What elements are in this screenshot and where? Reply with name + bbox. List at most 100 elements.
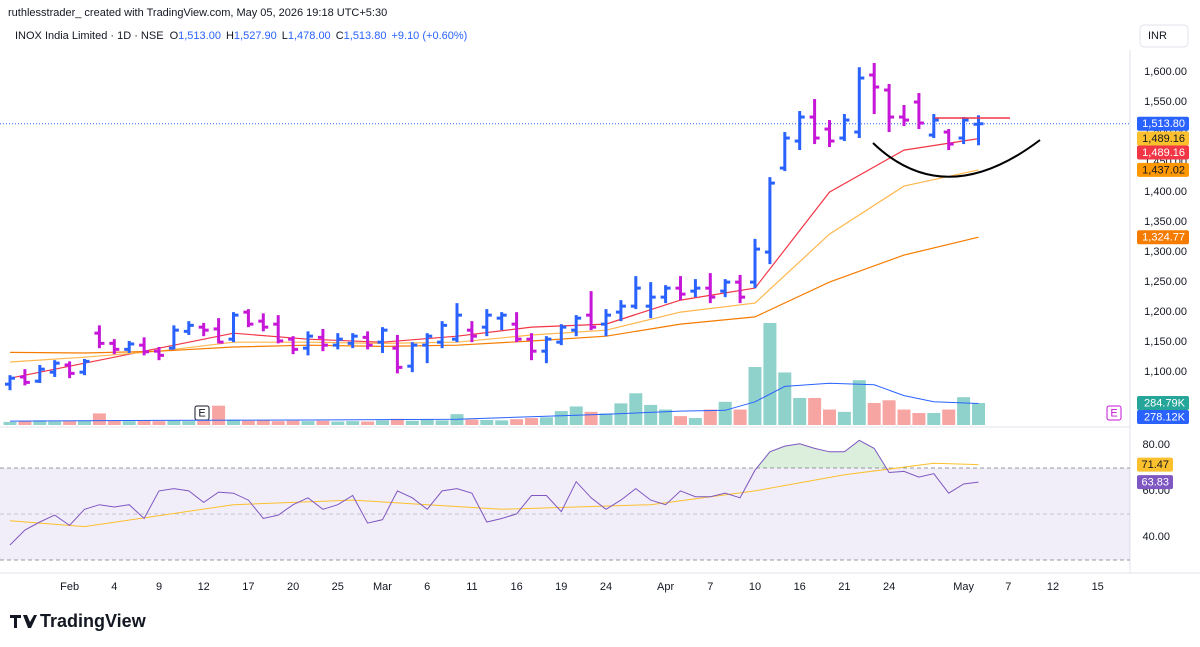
x-tick-label: 16	[510, 581, 522, 593]
moving-average	[9, 236, 979, 354]
x-tick-label: Apr	[657, 581, 674, 593]
volume-bar	[599, 413, 613, 425]
volume-bar	[435, 420, 449, 425]
volume-bar	[152, 421, 166, 425]
volume-bar	[942, 409, 956, 425]
x-tick-label: May	[953, 581, 974, 593]
axis-tag	[1137, 162, 1189, 177]
rsi-tick-label: 40.00	[1142, 531, 1170, 543]
rsi-ma-line	[9, 462, 979, 528]
volume-bar	[331, 421, 345, 425]
x-tick-label: 12	[1047, 581, 1059, 593]
currency[interactable]: INR	[1148, 30, 1167, 42]
x-tick-label: 10	[749, 581, 761, 593]
axis-tag-label: 1,324.77	[1142, 232, 1185, 244]
drawing-arc	[872, 139, 1041, 178]
currency-button[interactable]	[1139, 24, 1189, 48]
volume-bar	[182, 421, 196, 425]
volume-bar	[107, 420, 121, 425]
legend-key: L	[282, 30, 288, 42]
axis-tag-label: 284.79K	[1144, 397, 1186, 409]
earnings-label[interactable]: E	[1110, 407, 1117, 419]
volume-bar	[688, 418, 702, 425]
x-tick-label: 21	[838, 581, 850, 593]
y-tick-label: 1,200.00	[1144, 306, 1187, 318]
y-tick-label: 1,400.00	[1144, 186, 1187, 198]
legend-value: 1,478.00	[288, 30, 331, 42]
volume-bar	[748, 367, 762, 425]
earnings-marker[interactable]	[1106, 405, 1122, 421]
x-tick-label: 19	[555, 581, 567, 593]
volume-ma-line	[9, 382, 979, 422]
volume-bar	[241, 420, 255, 425]
axis-tag	[1137, 409, 1189, 424]
y-tick-label: 1,250.00	[1144, 276, 1187, 288]
plot-area: 1,100.00 1,150.00 1,200.00 1,250.00 1,300.00…	[0, 63, 1187, 593]
moving-average	[9, 138, 979, 379]
volume-bar	[793, 397, 807, 425]
volume-bar	[346, 421, 360, 425]
volume-bar	[48, 421, 62, 425]
legend-key: C	[336, 30, 344, 42]
volume-bar	[376, 420, 389, 425]
volume-bar	[539, 417, 553, 425]
volume-bar	[63, 421, 77, 425]
volume-bar	[808, 397, 822, 425]
x-tick-label: 9	[156, 581, 162, 593]
earnings-label[interactable]: E	[198, 407, 205, 419]
volume-bar	[584, 411, 598, 425]
axis-tag-label: 1,513.80	[1142, 118, 1185, 130]
rsi-tick-label: 80.00	[1142, 439, 1170, 451]
volume-bar	[197, 420, 211, 425]
volume-bar	[316, 420, 330, 425]
x-tick-label: 24	[883, 581, 895, 593]
y-tick-label: 1,150.00	[1144, 336, 1187, 348]
volume-bar	[674, 416, 687, 425]
x-tick-label: 7	[1005, 581, 1011, 593]
symbol: INOX India Limited · 1D · NSE	[15, 30, 164, 42]
x-tick-label: 15	[1092, 581, 1104, 593]
volume-bar	[78, 420, 91, 425]
volume-bar	[92, 413, 106, 425]
y-tick-label: 1,300.00	[1144, 246, 1187, 258]
volume-bar	[18, 421, 32, 425]
legend-key: H	[226, 30, 234, 42]
axis-tag-label: 1,489.16	[1142, 147, 1185, 159]
x-tick-label: 17	[242, 581, 254, 593]
rsi-overbought-fill	[10, 440, 979, 468]
volume-bar	[614, 403, 628, 425]
y-tick-label: 1,100.00	[1144, 366, 1187, 378]
legend-value: 1,513.80	[344, 30, 387, 42]
volume-bar	[465, 419, 479, 425]
volume-bar	[733, 409, 747, 425]
axis-tag	[1137, 131, 1189, 146]
volume-bar	[554, 411, 568, 425]
volume-bar	[972, 402, 985, 425]
axis-tag-label: 278.12K	[1144, 411, 1186, 423]
legend-value: 1,513.00	[178, 30, 221, 42]
volume-bar	[271, 421, 285, 425]
volume-bar	[927, 413, 941, 425]
volume-bar	[122, 421, 136, 425]
volume-bar	[659, 409, 673, 425]
x-tick-label: 6	[424, 581, 430, 593]
y-tick-label: 1,600.00	[1144, 66, 1187, 78]
volume-bar	[495, 420, 509, 425]
change: +9.10 (+0.60%)	[391, 30, 467, 42]
symbol-legend: INOX India Limited · 1D · NSE O1,513.00 H 1…	[15, 30, 467, 42]
volume-bar	[852, 380, 866, 425]
axis-tag-label: 63.83	[1141, 477, 1169, 489]
brand: TradingView	[40, 611, 147, 631]
volume-bar	[361, 421, 375, 425]
volume-bar	[3, 421, 17, 425]
volume-bar	[867, 402, 881, 425]
legend-key: O	[170, 30, 179, 42]
x-tick-label: 25	[332, 581, 344, 593]
axis-tag	[1137, 145, 1189, 160]
volume-bar	[137, 420, 151, 425]
volume-bar	[823, 409, 836, 425]
volume-bar	[212, 405, 226, 425]
x-tick-label: 11	[466, 581, 477, 593]
